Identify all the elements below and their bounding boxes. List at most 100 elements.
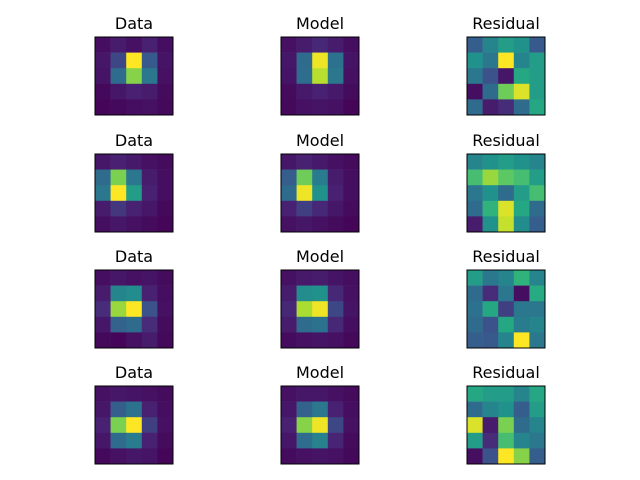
heatmap-cell [529,301,546,318]
heatmap-cell [343,216,360,233]
axes-frame [280,385,360,465]
heatmap-cell [95,270,111,286]
heatmap-cell [498,52,515,69]
heatmap-cell [95,185,111,202]
heatmap-cell [110,301,127,318]
heatmap-panel-r1-data: Data [94,14,174,116]
heatmap-panel-r2-residual: Residual [466,131,546,233]
heatmap-cell [529,386,546,402]
heatmap-cell [110,417,127,434]
heatmap-cell [312,216,329,233]
heatmap-cell [157,154,174,170]
heatmap-cell [281,432,297,449]
heatmap-cell [126,316,143,333]
heatmap-cell [296,417,313,434]
panel-title: Model [296,247,344,266]
heatmap-cell [312,68,329,85]
heatmap-cell [513,432,530,449]
heatmap-cell [482,270,499,286]
heatmap-cell [95,37,111,53]
heatmap-cell [126,216,143,233]
heatmap-cell [498,99,515,116]
heatmap-cell [498,417,515,434]
heatmap-cell [482,216,499,233]
axes-frame [466,385,546,465]
heatmap-cell [498,200,515,217]
heatmap-cell [296,185,313,202]
heatmap-cell [281,37,297,53]
heatmap-cell [157,285,174,302]
heatmap-cell [110,83,127,100]
heatmap-cell [141,417,158,434]
heatmap-cell [513,83,530,100]
heatmap-cell [327,200,344,217]
axes-frame [94,153,174,233]
heatmap-panel-r3-data: Data [94,247,174,349]
heatmap-cell [157,270,174,286]
heatmap-cell [296,386,313,402]
heatmap-cell [467,316,483,333]
heatmap-cell [482,401,499,418]
heatmap-cell [110,37,127,53]
heatmap-cell [312,169,329,186]
heatmap-cell [95,83,111,100]
heatmap-cell [498,83,515,100]
heatmap-cell [498,216,515,233]
heatmap-cell [327,216,344,233]
heatmap-cell [343,185,360,202]
heatmap-cell [327,154,344,170]
heatmap-cell [498,401,515,418]
heatmap-cell [498,68,515,85]
heatmap-cell [281,332,297,349]
heatmap-cell [157,83,174,100]
heatmap-cell [141,200,158,217]
heatmap-cell [110,332,127,349]
heatmap-cell [157,432,174,449]
heatmap-cell [126,52,143,69]
heatmap-cell [126,68,143,85]
heatmap-cell [95,200,111,217]
heatmap-cell [126,99,143,116]
heatmap-cell [467,417,483,434]
heatmap-cell [513,386,530,402]
heatmap-cell [482,448,499,465]
heatmap-cell [281,216,297,233]
heatmap-cell [482,432,499,449]
heatmap-cell [529,432,546,449]
heatmap-cell [141,52,158,69]
heatmap-cell [312,52,329,69]
heatmap-cell [498,301,515,318]
heatmap-cell [110,401,127,418]
heatmap-cell [343,169,360,186]
heatmap-cell [157,401,174,418]
heatmap-cell [467,200,483,217]
heatmap-cell [157,316,174,333]
heatmap-cell [467,386,483,402]
heatmap-cell [281,417,297,434]
heatmap-cell [126,448,143,465]
heatmap-cell [327,316,344,333]
axes-frame [94,36,174,116]
panel-title: Model [296,131,344,150]
heatmap-cell [141,401,158,418]
heatmap-cell [141,432,158,449]
heatmap-cell [327,386,344,402]
heatmap-cell [312,270,329,286]
heatmap-cell [157,68,174,85]
heatmap-cell [343,417,360,434]
heatmap-cell [126,185,143,202]
heatmap-cell [95,154,111,170]
heatmap-cell [513,417,530,434]
heatmap-cell [529,285,546,302]
axes-frame [280,269,360,349]
heatmap-panel-r2-model: Model [280,131,360,233]
panel-title: Residual [472,14,540,33]
heatmap-cell [467,154,483,170]
heatmap-cell [157,448,174,465]
heatmap-cell [467,432,483,449]
heatmap-cell [529,99,546,116]
heatmap-cell [296,52,313,69]
heatmap-cell [513,301,530,318]
heatmap-cell [126,386,143,402]
heatmap-cell [482,316,499,333]
